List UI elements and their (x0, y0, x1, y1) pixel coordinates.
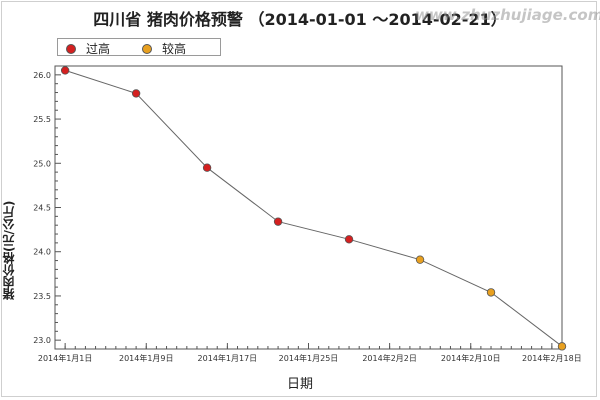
x-tick-label: 2014年1月17日 (198, 353, 258, 363)
data-point (415, 255, 425, 264)
legend-item-high: 较高 (142, 40, 186, 57)
y-tick-label: 24.5 (33, 204, 51, 213)
x-tick-label: 2014年1月25日 (279, 353, 339, 363)
x-tick-label: 2014年1月9日 (119, 353, 174, 363)
series-line (64, 69, 563, 347)
watermark: www.zhuzhujiage.com (415, 6, 600, 24)
x-tick-label: 2014年2月18日 (522, 353, 582, 363)
y-tick-label: 25.5 (33, 115, 51, 124)
data-point (273, 217, 283, 226)
data-point (131, 89, 141, 98)
x-tick-label: 2014年2月2日 (362, 353, 417, 363)
data-point (60, 66, 70, 75)
legend: 过高 较高 (57, 38, 221, 56)
data-point (557, 342, 567, 351)
y-tick-label: 26.0 (33, 71, 51, 80)
legend-item-over-high: 过高 (66, 40, 110, 57)
data-point (486, 288, 496, 297)
y-tick-label: 25.0 (33, 159, 51, 168)
y-tick-label: 23.5 (33, 292, 51, 301)
data-point (202, 163, 212, 172)
legend-label-high: 较高 (162, 42, 187, 56)
plot-area (54, 65, 563, 350)
legend-swatch-over-high (66, 43, 76, 54)
x-tick-label: 2014年1月1日 (38, 353, 93, 363)
y-tick-label: 23.0 (33, 336, 51, 345)
x-axis-title: 日期 (286, 377, 313, 392)
legend-label-over-high: 过高 (86, 42, 111, 56)
x-tick-label: 2014年2月10日 (441, 353, 501, 363)
chart-title: 四川省 猪肉价格预警 （2014-01-01 ～2014-02-21） (93, 10, 507, 29)
legend-swatch-high (142, 43, 152, 54)
data-point (344, 235, 354, 244)
y-axis-title: 猪肉价格(元/公斤) (2, 200, 16, 300)
y-tick-label: 24.0 (33, 248, 51, 257)
